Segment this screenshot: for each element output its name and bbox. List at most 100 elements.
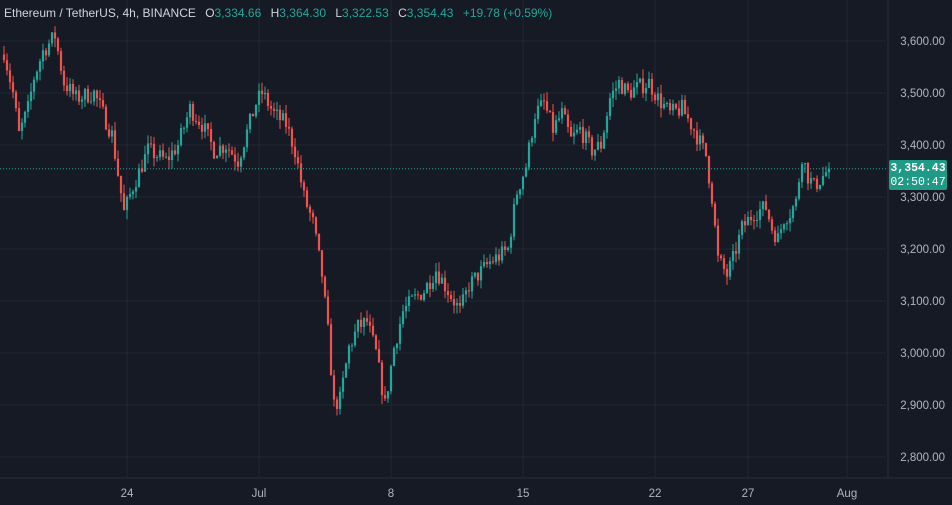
candle-body xyxy=(410,295,414,297)
candle-body xyxy=(521,176,525,190)
candle-body xyxy=(662,103,666,109)
price-axis[interactable]: 3,600.00 3,500.00 3,400.00 3,300.00 3,200.00… xyxy=(900,36,945,464)
candle-body xyxy=(497,254,501,261)
candle-body xyxy=(416,294,420,296)
candle-body xyxy=(257,90,261,105)
candle-body xyxy=(629,90,633,98)
candle-body xyxy=(260,90,264,95)
candle-body xyxy=(581,127,585,144)
candle-body xyxy=(776,233,780,243)
candle-body xyxy=(719,255,723,259)
candle-body xyxy=(449,295,453,300)
candle-body xyxy=(458,303,462,306)
candle-body xyxy=(425,282,429,294)
candle-body xyxy=(647,78,651,88)
candle-body xyxy=(542,100,546,102)
candle-body xyxy=(554,120,558,133)
candle-body xyxy=(422,293,426,300)
candle-body xyxy=(626,83,630,91)
last-price-value: 3,354.43 xyxy=(890,162,946,175)
candle-body xyxy=(185,117,189,128)
candle-body xyxy=(62,70,66,86)
candle-body xyxy=(656,93,660,101)
candle-body xyxy=(803,163,807,165)
candle-body xyxy=(284,113,288,127)
candle-body xyxy=(140,168,144,172)
candle-body xyxy=(92,90,96,102)
candle-body xyxy=(371,325,375,336)
candle-body xyxy=(275,109,279,111)
candle-body xyxy=(437,271,441,284)
candle-body xyxy=(536,105,540,120)
candle-body xyxy=(95,90,99,99)
candle-body xyxy=(455,303,459,306)
candle-body xyxy=(161,150,165,157)
candle-body xyxy=(779,229,783,234)
low-value: 3,322.53 xyxy=(342,6,389,20)
candle-body xyxy=(824,172,828,177)
candle-body xyxy=(818,184,822,190)
candle-body xyxy=(701,135,705,143)
candle-body xyxy=(137,168,141,188)
candle-body xyxy=(350,345,354,347)
candle-body xyxy=(764,201,768,210)
candle-body xyxy=(668,103,672,111)
candle-body xyxy=(722,258,726,269)
candle-body xyxy=(365,318,369,322)
candle-body xyxy=(674,103,678,109)
candle-body xyxy=(128,194,132,197)
candle-body xyxy=(737,234,741,254)
candle-body xyxy=(329,324,333,376)
candle-body xyxy=(71,83,75,95)
candle-body xyxy=(122,193,126,211)
candle-body xyxy=(44,50,48,56)
candle-body xyxy=(314,217,318,234)
candle-body xyxy=(107,129,111,137)
candle-body xyxy=(341,377,345,392)
candle-body xyxy=(359,319,363,327)
candle-body xyxy=(197,121,201,125)
candle-body xyxy=(296,157,300,164)
candle-body xyxy=(110,130,114,137)
candle-body xyxy=(188,104,192,118)
candle-body xyxy=(113,130,117,159)
symbol-title[interactable]: Ethereum / TetherUS, 4h, BINANCE xyxy=(4,6,196,20)
candle-body xyxy=(761,201,765,210)
candle-body xyxy=(791,206,795,219)
candle-body xyxy=(509,236,513,248)
candle-body xyxy=(86,88,90,103)
candle-body xyxy=(152,143,156,159)
candle-body xyxy=(443,277,447,292)
candle-body xyxy=(170,150,174,161)
candle-body xyxy=(566,114,570,127)
candle-body xyxy=(242,147,246,158)
candle-body xyxy=(632,87,636,98)
candle-body xyxy=(620,79,624,94)
candle-body xyxy=(317,233,321,251)
candle-body xyxy=(686,114,690,119)
candle-body xyxy=(59,51,63,71)
candle-body xyxy=(419,295,423,300)
candle-body xyxy=(659,93,663,109)
candle-body xyxy=(470,276,474,292)
candle-body xyxy=(266,92,270,107)
candle-body xyxy=(464,290,468,295)
candle-body xyxy=(575,129,579,133)
candle-body xyxy=(65,85,69,92)
candle-body xyxy=(377,349,381,363)
candle-body xyxy=(434,271,438,284)
price-tick-label: 3,400.00 xyxy=(900,140,945,152)
candle-body xyxy=(608,98,612,117)
price-tick-label: 3,000.00 xyxy=(900,348,945,360)
change-value: +19.78 (+0.59%) xyxy=(462,6,553,20)
candle-body xyxy=(245,129,249,148)
time-axis[interactable]: 24 Jul 8 15 22 27 Aug xyxy=(121,488,858,500)
candle-body xyxy=(500,246,504,261)
time-tick-label: Jul xyxy=(252,488,267,500)
candle-body xyxy=(653,94,657,101)
candle-body xyxy=(17,108,21,131)
candles xyxy=(2,26,831,416)
candle-body xyxy=(23,111,27,123)
